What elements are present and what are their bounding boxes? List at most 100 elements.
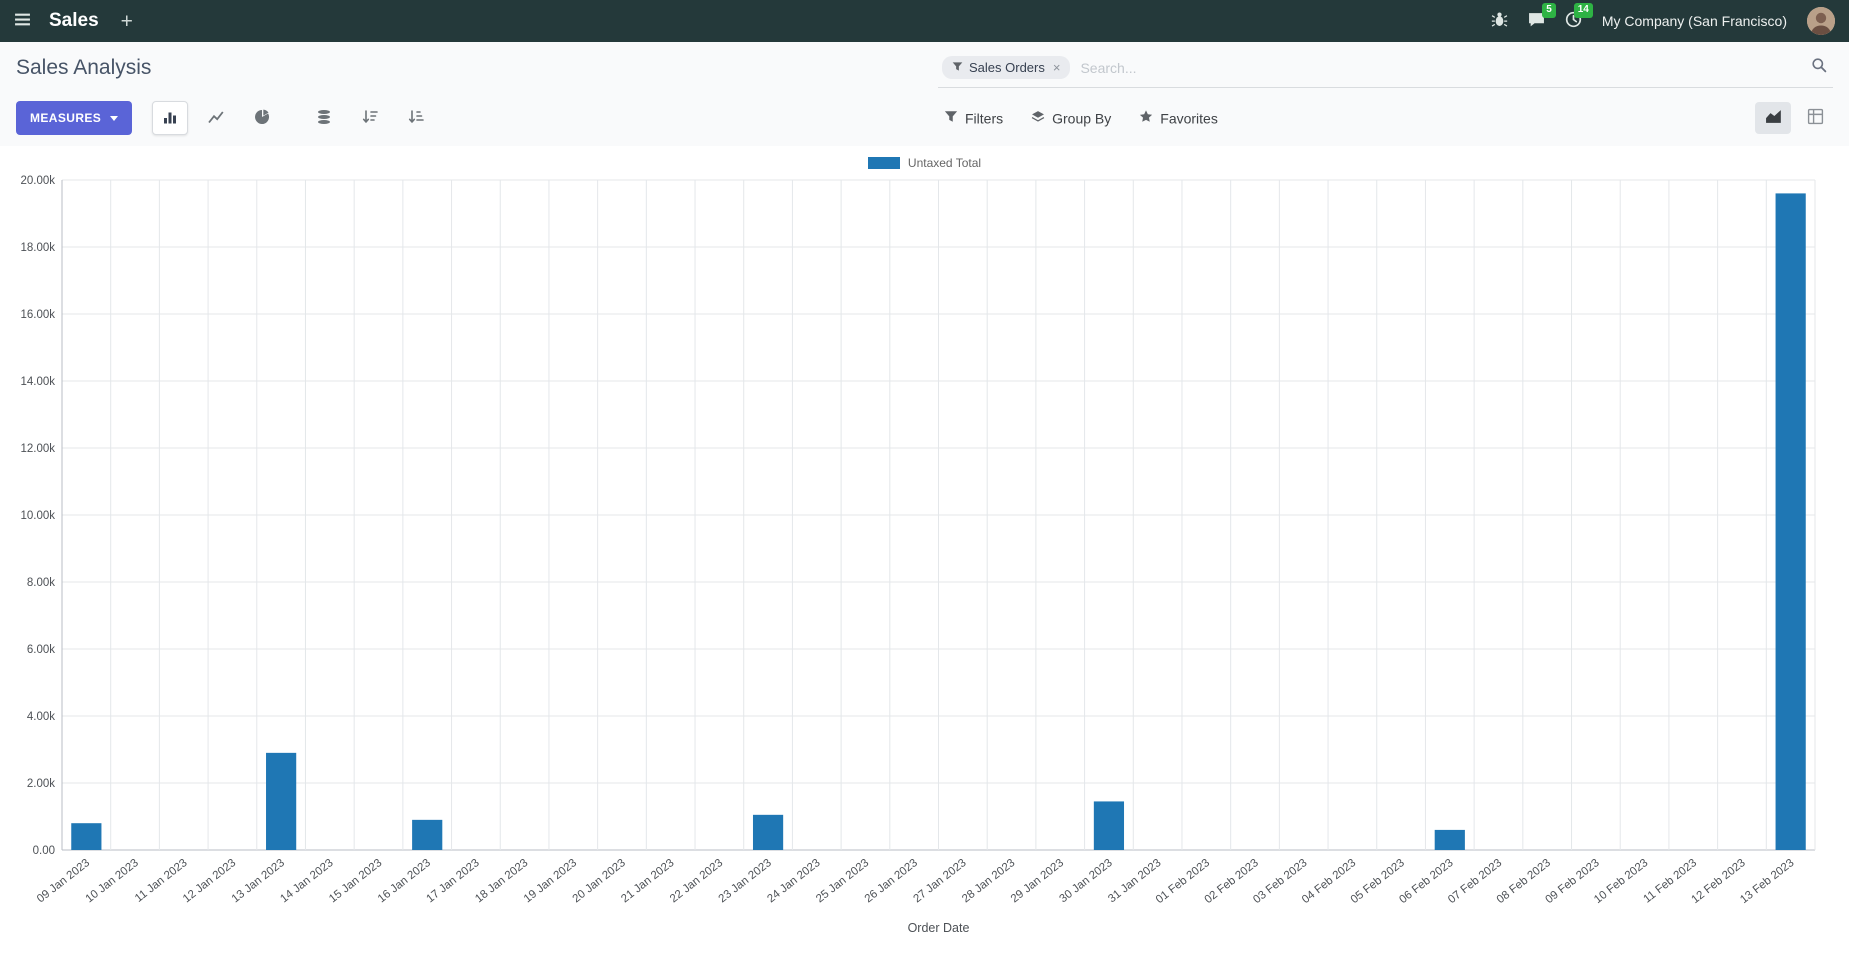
x-axis-title: Order Date <box>908 921 970 935</box>
sort-descending-button[interactable] <box>352 101 388 135</box>
x-tick-label: 25 Jan 2023 <box>814 857 871 905</box>
pivot-table-icon <box>1807 108 1824 128</box>
chart-bar[interactable] <box>266 752 297 850</box>
x-tick-label: 13 Feb 2023 <box>1738 857 1796 906</box>
y-tick-label: 6.00k <box>27 644 55 656</box>
company-menu[interactable]: My Company (San Francisco) <box>1601 13 1787 29</box>
x-tick-label: 24 Jan 2023 <box>765 857 822 905</box>
x-tick-label: 13 Jan 2023 <box>230 857 287 905</box>
chart-bar[interactable] <box>412 819 443 850</box>
x-tick-label: 15 Jan 2023 <box>327 857 384 905</box>
sales-analysis-bar-chart[interactable]: 0.00 2.00k 4.00k 6.00k 8.00k 10.00k 12.00k 14.0… <box>10 172 1839 942</box>
sort-ascending-button[interactable] <box>398 101 434 135</box>
pivot-view-button[interactable] <box>1797 102 1833 134</box>
x-tick-label: 20 Jan 2023 <box>571 857 628 905</box>
favorites-label: Favorites <box>1160 110 1218 126</box>
search-icon[interactable] <box>1811 57 1827 78</box>
x-tick-label: 29 Jan 2023 <box>1009 857 1066 905</box>
chat-icon <box>1528 11 1545 31</box>
x-tick-label: 27 Jan 2023 <box>911 857 968 905</box>
filter-funnel-icon <box>952 60 963 75</box>
pie-chart-icon <box>254 109 270 128</box>
x-tick-label: 19 Jan 2023 <box>522 857 579 905</box>
y-tick-label: 18.00k <box>20 242 55 254</box>
apps-menu-button[interactable] <box>14 11 31 31</box>
search-input[interactable] <box>1080 59 1801 76</box>
measures-button[interactable]: MEASURES <box>16 101 133 135</box>
avatar-image <box>1807 7 1835 35</box>
y-tick-label: 16.00k <box>20 309 55 321</box>
group-by-label: Group By <box>1052 110 1112 126</box>
navbar-right: 5 14 My Company (San Francisco) <box>1491 3 1835 35</box>
facet-remove-button[interactable]: × <box>1052 60 1061 75</box>
chart-legend[interactable]: Untaxed Total <box>10 156 1839 170</box>
layers-icon <box>1031 110 1045 127</box>
sort-ascending-icon <box>408 109 425 128</box>
area-chart-icon <box>1765 108 1782 128</box>
x-tick-label: 23 Jan 2023 <box>717 857 774 905</box>
x-tick-label: 17 Jan 2023 <box>424 857 481 905</box>
bar-chart-icon <box>162 109 178 128</box>
x-tick-label: 22 Jan 2023 <box>668 857 725 905</box>
clock-icon <box>1565 11 1582 31</box>
activities-button[interactable]: 14 <box>1565 3 1593 31</box>
chart-bar[interactable] <box>752 814 784 850</box>
legend-swatch <box>867 157 900 169</box>
x-tick-label: 18 Jan 2023 <box>473 857 530 905</box>
toolbar-row: MEASURES <box>16 100 1833 136</box>
line-chart-icon <box>208 109 224 128</box>
pie-chart-button[interactable] <box>244 101 280 135</box>
y-tick-label: 14.00k <box>20 376 55 388</box>
legend-label: Untaxed Total <box>907 156 982 170</box>
y-tick-label: 10.00k <box>20 510 55 522</box>
y-tick-label: 8.00k <box>27 577 55 589</box>
x-tick-label: 28 Jan 2023 <box>960 857 1017 905</box>
chevron-down-icon <box>110 115 119 121</box>
new-tab-button[interactable]: + <box>117 11 137 32</box>
chart-bar[interactable] <box>1434 829 1465 850</box>
chart-area: Untaxed Total 0.00 2.00k 4.00k 6.00k 8.00k 10… <box>0 146 1849 942</box>
y-tick-label: 20.00k <box>20 175 55 187</box>
filters-label: Filters <box>965 110 1004 126</box>
y-tick-label: 0.00 <box>33 845 55 857</box>
y-tick-label: 12.00k <box>20 443 55 455</box>
x-tick-label: 16 Jan 2023 <box>376 857 433 905</box>
chart-bar[interactable] <box>1775 193 1806 850</box>
search-bar[interactable]: Sales Orders × <box>938 54 1833 88</box>
x-tick-label: 10 Feb 2023 <box>1592 857 1650 906</box>
chart-options <box>306 101 434 135</box>
view-switcher <box>1755 102 1833 134</box>
navbar-left: Sales + <box>14 10 137 32</box>
x-tick-label: 26 Jan 2023 <box>863 857 920 905</box>
group-by-menu[interactable]: Group By <box>1031 110 1111 127</box>
x-tick-label: 09 Jan 2023 <box>35 857 92 905</box>
graph-view-button[interactable] <box>1755 102 1791 134</box>
chart-bar[interactable] <box>1093 801 1125 850</box>
bug-icon <box>1491 11 1508 31</box>
bar-chart-button[interactable] <box>152 101 189 135</box>
y-tick-label: 2.00k <box>27 778 55 790</box>
filter-funnel-icon <box>944 110 958 127</box>
app-name[interactable]: Sales <box>49 10 99 31</box>
database-stack-icon <box>316 109 332 128</box>
debug-button[interactable] <box>1491 11 1508 31</box>
filters-menu[interactable]: Filters <box>944 110 1003 127</box>
activities-badge: 14 <box>1573 3 1593 18</box>
x-tick-label: 14 Jan 2023 <box>278 857 335 905</box>
breadcrumb-row: Sales Analysis Sales Orders × <box>16 54 1833 88</box>
stacked-toggle-button[interactable] <box>306 101 342 135</box>
x-tick-label: 21 Jan 2023 <box>619 857 676 905</box>
search-facet-label: Sales Orders <box>969 60 1045 75</box>
measures-button-label: MEASURES <box>30 111 102 125</box>
x-tick-label: 10 Jan 2023 <box>84 857 141 905</box>
line-chart-button[interactable] <box>198 101 234 135</box>
messages-button[interactable]: 5 <box>1528 3 1556 31</box>
control-panel: Sales Analysis Sales Orders × MEASURES <box>0 42 1849 146</box>
favorites-menu[interactable]: Favorites <box>1139 110 1218 127</box>
search-options: Filters Group By Favorites <box>944 110 1218 127</box>
chart-bar[interactable] <box>71 823 102 850</box>
y-tick-label: 4.00k <box>27 711 55 723</box>
search-facet[interactable]: Sales Orders × <box>942 56 1071 79</box>
user-avatar[interactable] <box>1807 7 1835 35</box>
x-tick-label: 30 Jan 2023 <box>1057 857 1114 905</box>
